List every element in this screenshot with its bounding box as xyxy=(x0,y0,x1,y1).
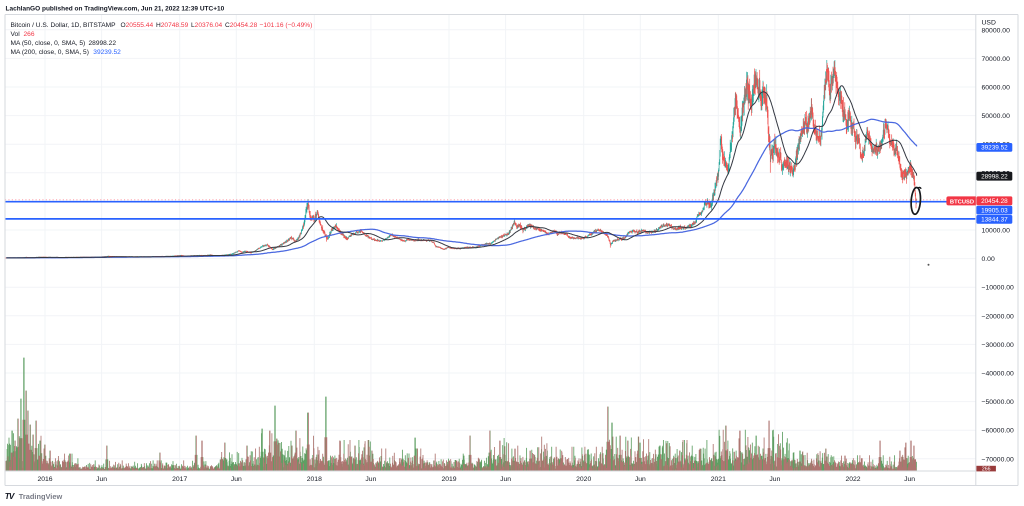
svg-text:−50000.00: −50000.00 xyxy=(982,399,1015,406)
svg-text:LachlanGO published on Trading: LachlanGO published on TradingView.com, … xyxy=(6,5,225,12)
svg-text:266: 266 xyxy=(982,466,991,472)
svg-text:BTCUSD: BTCUSD xyxy=(950,199,974,205)
svg-text:28998.22: 28998.22 xyxy=(981,174,1008,181)
svg-text:2022: 2022 xyxy=(845,476,860,483)
svg-text:USD: USD xyxy=(982,20,996,27)
svg-text:−20000.00: −20000.00 xyxy=(982,313,1015,320)
svg-text:MA (200, close, 0, SMA, 5)3923: MA (200, close, 0, SMA, 5) 39239.52 xyxy=(11,49,122,56)
svg-text:TV: TV xyxy=(5,492,16,501)
svg-text:TradingView: TradingView xyxy=(19,492,63,501)
svg-text:Jun: Jun xyxy=(231,476,242,483)
svg-text:Jun: Jun xyxy=(635,476,646,483)
svg-text:20454.28: 20454.28 xyxy=(981,198,1008,205)
svg-text:−70000.00: −70000.00 xyxy=(982,456,1015,463)
svg-text:60000.00: 60000.00 xyxy=(982,85,1011,92)
svg-text:−40000.00: −40000.00 xyxy=(982,371,1015,378)
svg-text:Jun: Jun xyxy=(904,476,915,483)
svg-text:−30000.00: −30000.00 xyxy=(982,342,1015,349)
svg-text:80000.00: 80000.00 xyxy=(982,27,1011,34)
svg-text:2016: 2016 xyxy=(37,476,52,483)
svg-text:Jun: Jun xyxy=(769,476,780,483)
svg-text:Jun: Jun xyxy=(365,476,376,483)
svg-text:19905.03: 19905.03 xyxy=(981,207,1008,214)
svg-text:2021: 2021 xyxy=(711,476,726,483)
svg-text:2019: 2019 xyxy=(441,476,456,483)
svg-text:0.00: 0.00 xyxy=(982,256,995,263)
svg-text:2018: 2018 xyxy=(307,476,322,483)
svg-text:2020: 2020 xyxy=(576,476,591,483)
svg-text:39239.52: 39239.52 xyxy=(981,145,1008,152)
svg-text:Jun: Jun xyxy=(500,476,511,483)
svg-text:Jun: Jun xyxy=(96,476,107,483)
svg-text:2017: 2017 xyxy=(172,476,187,483)
svg-text:−60000.00: −60000.00 xyxy=(982,428,1015,435)
svg-text:MA (50, close, 0, SMA, 5)28998: MA (50, close, 0, SMA, 5) 28998.22 xyxy=(11,40,117,47)
svg-text:70000.00: 70000.00 xyxy=(982,56,1011,63)
svg-text:50000.00: 50000.00 xyxy=(982,113,1011,120)
svg-text:10000.00: 10000.00 xyxy=(982,228,1011,235)
svg-text:Bitcoin / U.S. Dollar, 1D, BIT: Bitcoin / U.S. Dollar, 1D, BITSTAMP O2055… xyxy=(11,22,313,29)
svg-text:13844.37: 13844.37 xyxy=(981,217,1008,224)
svg-text:−10000.00: −10000.00 xyxy=(982,285,1015,292)
